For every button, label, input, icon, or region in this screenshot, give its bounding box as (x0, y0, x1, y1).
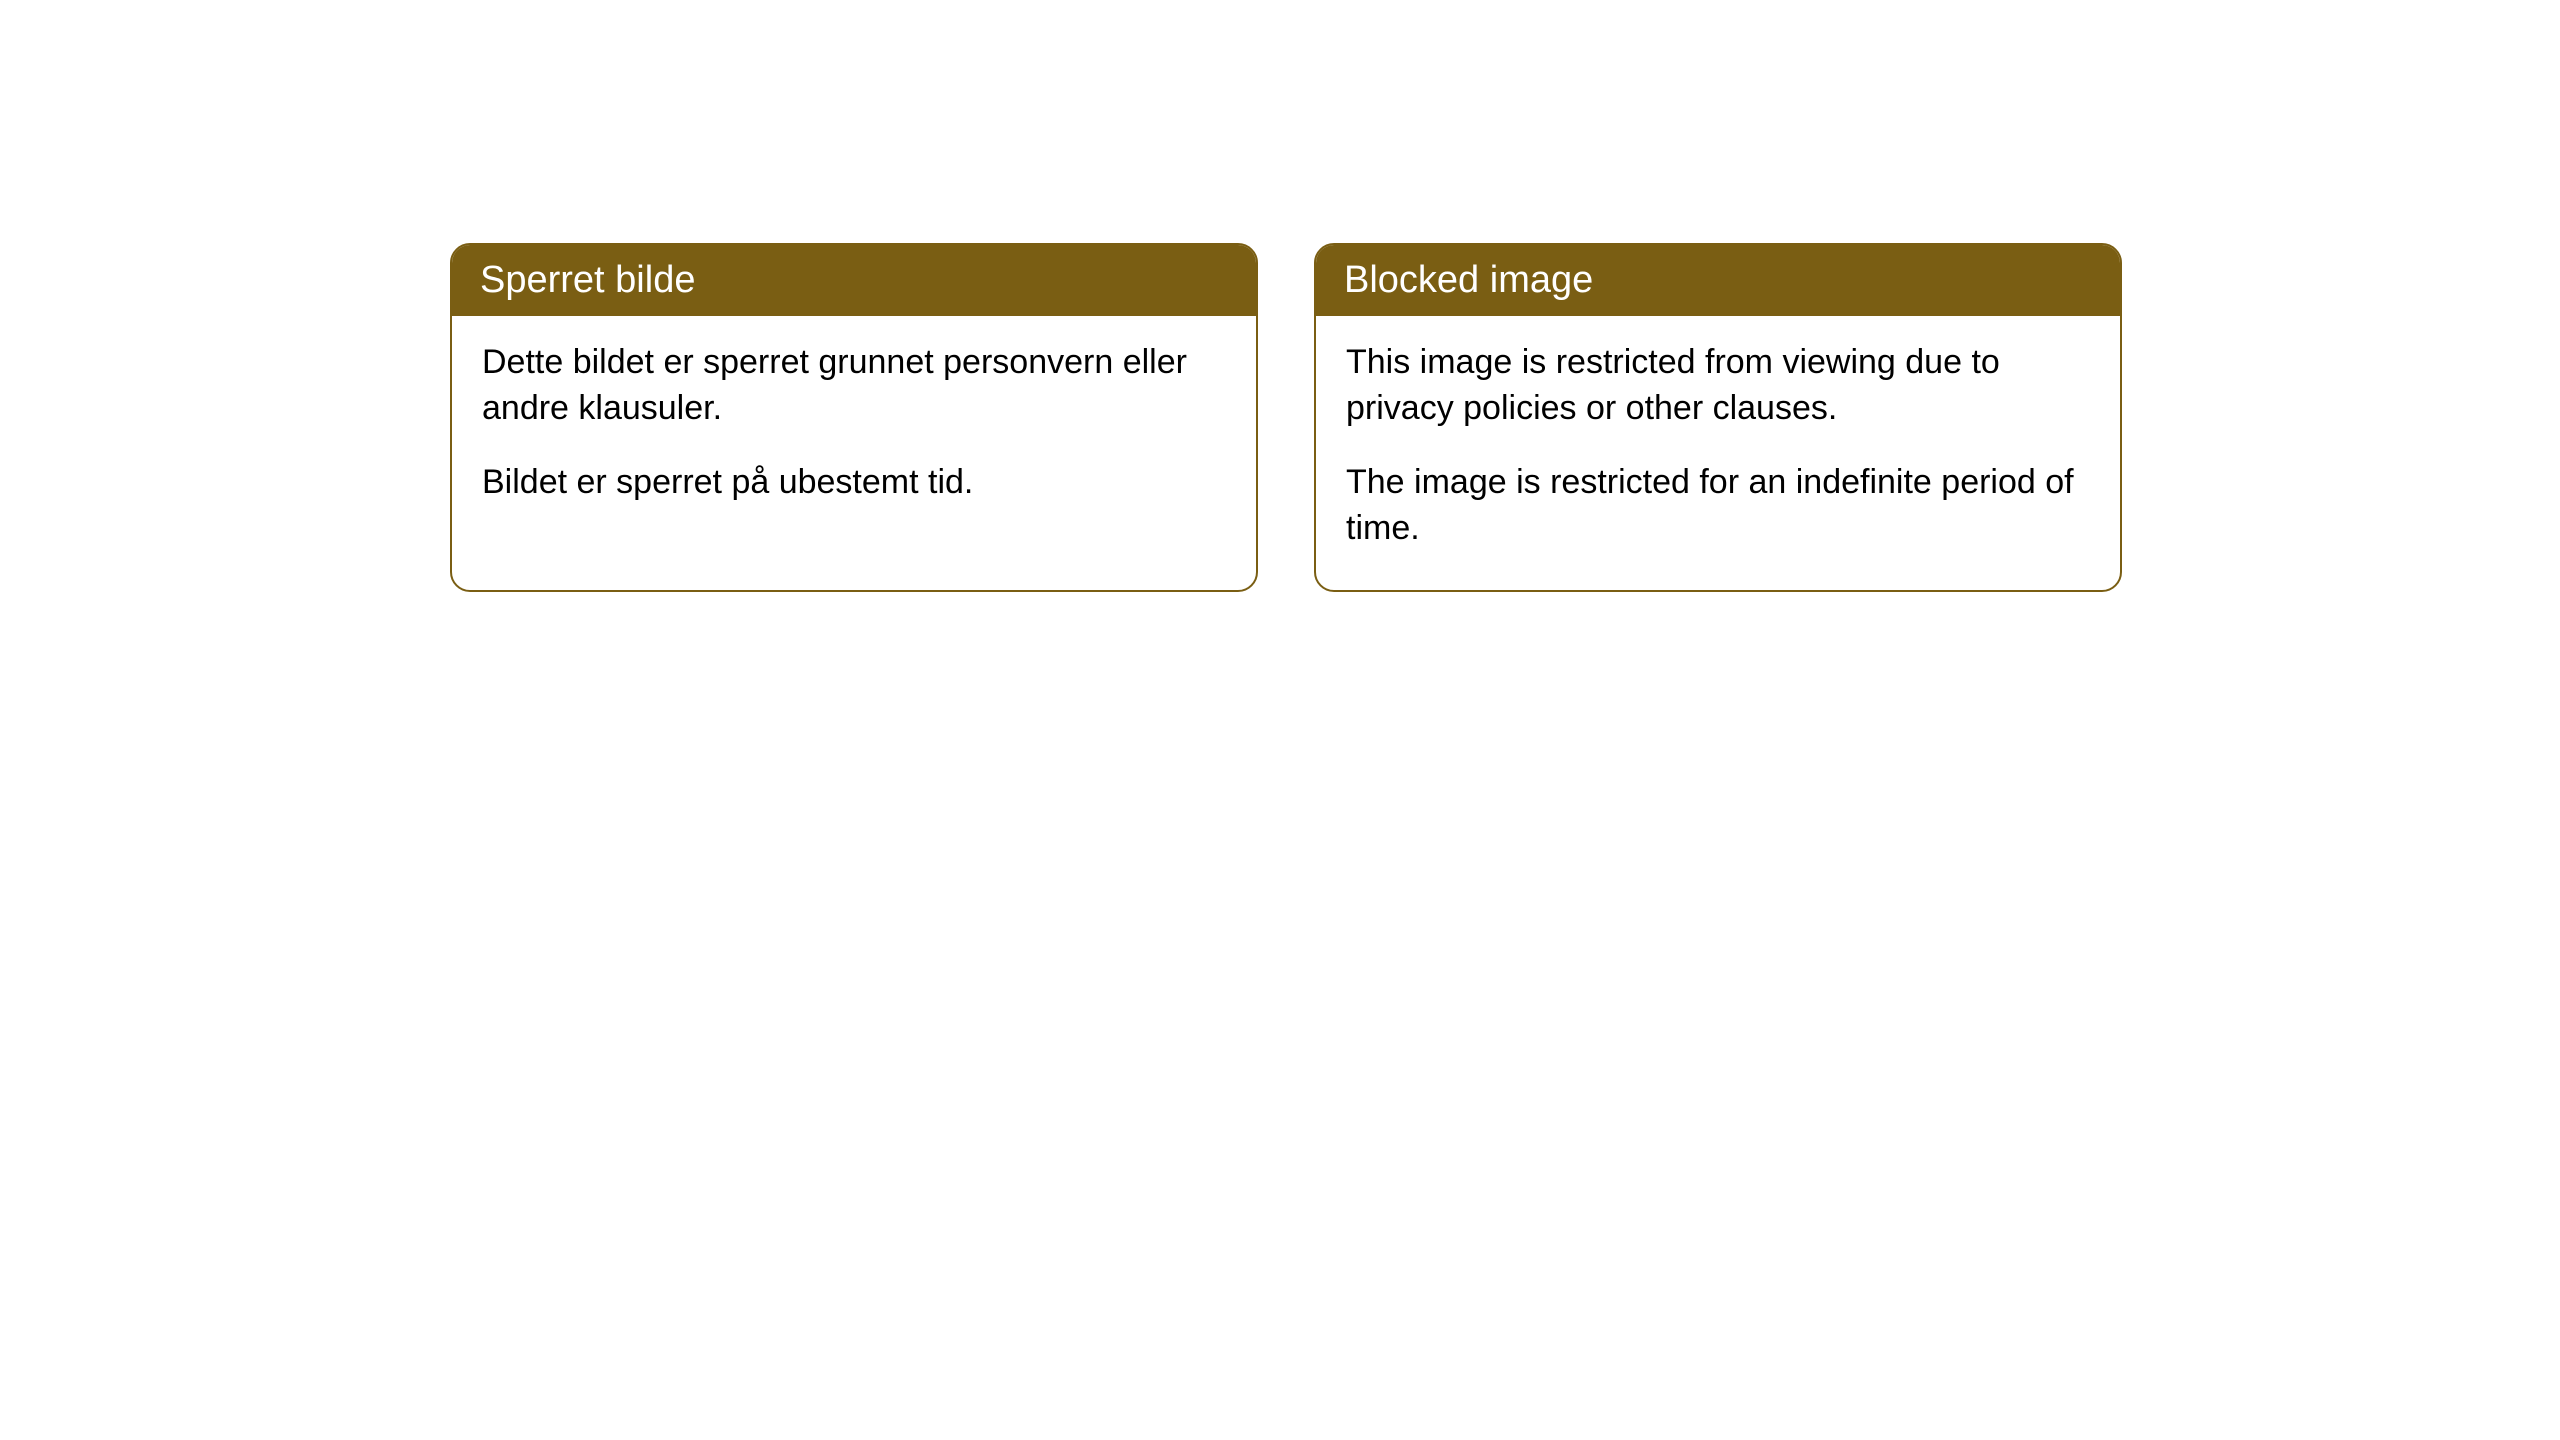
notice-body-norwegian: Dette bildet er sperret grunnet personve… (452, 316, 1256, 544)
notice-paragraph: Bildet er sperret på ubestemt tid. (482, 460, 1226, 506)
notice-card-norwegian: Sperret bilde Dette bildet er sperret gr… (450, 243, 1258, 592)
notice-body-english: This image is restricted from viewing du… (1316, 316, 2120, 590)
notice-header-english: Blocked image (1316, 245, 2120, 316)
notice-paragraph: The image is restricted for an indefinit… (1346, 460, 2090, 552)
notice-title: Sperret bilde (480, 259, 695, 301)
notice-card-english: Blocked image This image is restricted f… (1314, 243, 2122, 592)
notice-paragraph: Dette bildet er sperret grunnet personve… (482, 340, 1226, 432)
notice-title: Blocked image (1344, 259, 1593, 301)
notice-header-norwegian: Sperret bilde (452, 245, 1256, 316)
notice-cards-container: Sperret bilde Dette bildet er sperret gr… (450, 243, 2122, 592)
notice-paragraph: This image is restricted from viewing du… (1346, 340, 2090, 432)
